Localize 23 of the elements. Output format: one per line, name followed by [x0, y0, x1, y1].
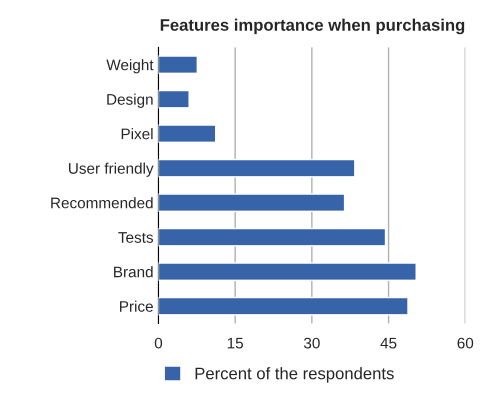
bar	[158, 90, 190, 108]
bar	[158, 228, 386, 246]
bar	[158, 262, 417, 281]
y-tick-label: Tests	[118, 232, 154, 243]
x-tick-label: 45	[380, 338, 396, 349]
y-tick-label: Pixel	[122, 128, 153, 140]
y-tick-label: Design	[107, 94, 153, 108]
x-tick-label: 30	[304, 338, 320, 349]
bar	[158, 55, 198, 74]
y-tick-label: Brand	[114, 266, 153, 278]
y-tick-label: Price	[120, 300, 153, 312]
bar	[158, 158, 356, 178]
x-tick-label: 15	[228, 338, 244, 349]
bar	[158, 124, 216, 143]
y-tick-label: Weight	[106, 59, 154, 74]
chart-title: Features importance when purchasing	[160, 18, 464, 34]
x-tick-label: 0	[154, 338, 162, 349]
legend-label: Percent of the respondents	[196, 367, 394, 383]
y-tick-label: User friendly	[69, 162, 154, 177]
y-tick-label: Recommended	[51, 197, 153, 208]
bar	[158, 296, 409, 316]
bar	[158, 193, 346, 212]
x-tick-label: 60	[458, 338, 474, 349]
